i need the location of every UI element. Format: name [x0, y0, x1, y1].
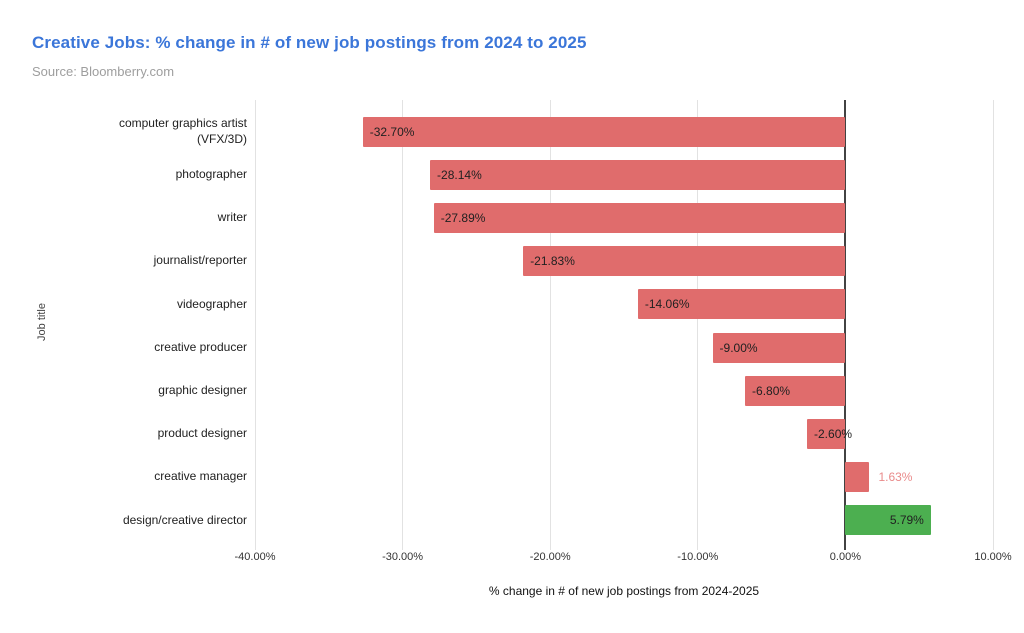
x-tick-label: 0.00%: [829, 551, 861, 563]
category-label: writer: [217, 210, 247, 225]
x-tick-label: -20.00%: [529, 551, 571, 563]
bar-row: -28.14%: [255, 153, 993, 196]
x-tick-label: -30.00%: [382, 551, 424, 563]
category-label: creative manager: [154, 469, 247, 484]
bar-row: -27.89%: [255, 196, 993, 239]
x-tick-label: -40.00%: [234, 551, 276, 563]
bar-row: -21.83%: [255, 240, 993, 283]
bar-rows: -32.70% -28.14% -27.89% -21.83% -14.06% -9.00…: [255, 100, 993, 545]
value-label: -14.06%: [644, 297, 690, 312]
chart-title: Creative Jobs: % change in # of new job …: [32, 33, 587, 52]
x-tick-label: -10.00%: [677, 551, 719, 563]
bar: -9.00%: [712, 332, 846, 363]
x-axis-title: % change in # of new job postings from 2…: [488, 584, 760, 598]
category-label-row: writer: [0, 196, 247, 239]
gridline: [697, 100, 699, 550]
gridlines: [254, 100, 994, 550]
category-label: product designer: [157, 426, 247, 441]
value-label: -21.83%: [530, 254, 575, 269]
bar: 5.79%: [845, 505, 931, 536]
category-label-row: product designer: [0, 412, 247, 455]
x-tick-label: 10.00%: [974, 551, 1012, 563]
bar: 1.63%: [845, 462, 912, 493]
value-label: 5.79%: [889, 513, 924, 528]
bar-row: -14.06%: [255, 283, 993, 326]
bar: -32.70%: [362, 116, 846, 147]
gridline: [549, 100, 551, 550]
bar: -21.83%: [523, 246, 846, 277]
bar-row: -2.60%: [255, 412, 993, 455]
bar: -28.14%: [430, 159, 846, 190]
category-label: creative producer: [154, 339, 247, 354]
value-label: -6.80%: [752, 383, 791, 398]
value-label: -2.60%: [814, 427, 853, 442]
category-label: computer graphics artist (VFX/3D): [118, 116, 247, 146]
category-label-row: computer graphics artist (VFX/3D): [0, 110, 247, 153]
category-label-row: journalist/reporter: [0, 240, 247, 283]
category-label-row: design/creative director: [0, 499, 247, 542]
bar-row: 1.63%: [255, 456, 993, 499]
category-label: videographer: [176, 296, 247, 311]
category-label: photographer: [175, 167, 247, 181]
bar-row: 5.79%: [255, 499, 993, 542]
x-axis-ticks: -40.00% -30.00% -20.00% -10.00% 0.00% 10.00%: [235, 551, 1012, 566]
value-label: -32.70%: [369, 124, 415, 139]
gridline: [254, 100, 256, 550]
category-label-row: creative producer: [0, 326, 247, 369]
bar-row: -32.70%: [255, 110, 993, 153]
category-label: journalist/reporter: [153, 253, 247, 268]
category-labels: computer graphics artist (VFX/3D) photogr…: [0, 100, 247, 545]
bar-row: -6.80%: [255, 369, 993, 412]
value-label: 1.63%: [878, 470, 913, 485]
zero-axis-line: [844, 100, 847, 550]
bar: -6.80%: [745, 375, 846, 406]
category-label-row: photographer: [0, 153, 247, 196]
bar: -2.60%: [807, 419, 852, 450]
bar-row: -9.00%: [255, 326, 993, 369]
category-label-row: videographer: [0, 283, 247, 326]
gridline: [402, 100, 404, 550]
bar: -14.06%: [637, 289, 846, 320]
value-label: -27.89%: [440, 211, 486, 225]
chart-source: Source: Bloomberry.com: [32, 64, 175, 79]
plot-area: -32.70% -28.14% -27.89% -21.83% -14.06% -9.00…: [254, 100, 994, 550]
category-label: design/creative director: [122, 512, 247, 527]
category-label-row: graphic designer: [0, 369, 247, 412]
value-label: -9.00%: [719, 340, 758, 355]
category-label-row: creative manager: [0, 456, 247, 499]
category-label: graphic designer: [158, 383, 247, 398]
bar: -27.89%: [433, 203, 846, 233]
value-label: -28.14%: [437, 167, 482, 182]
gridline: [992, 100, 994, 550]
